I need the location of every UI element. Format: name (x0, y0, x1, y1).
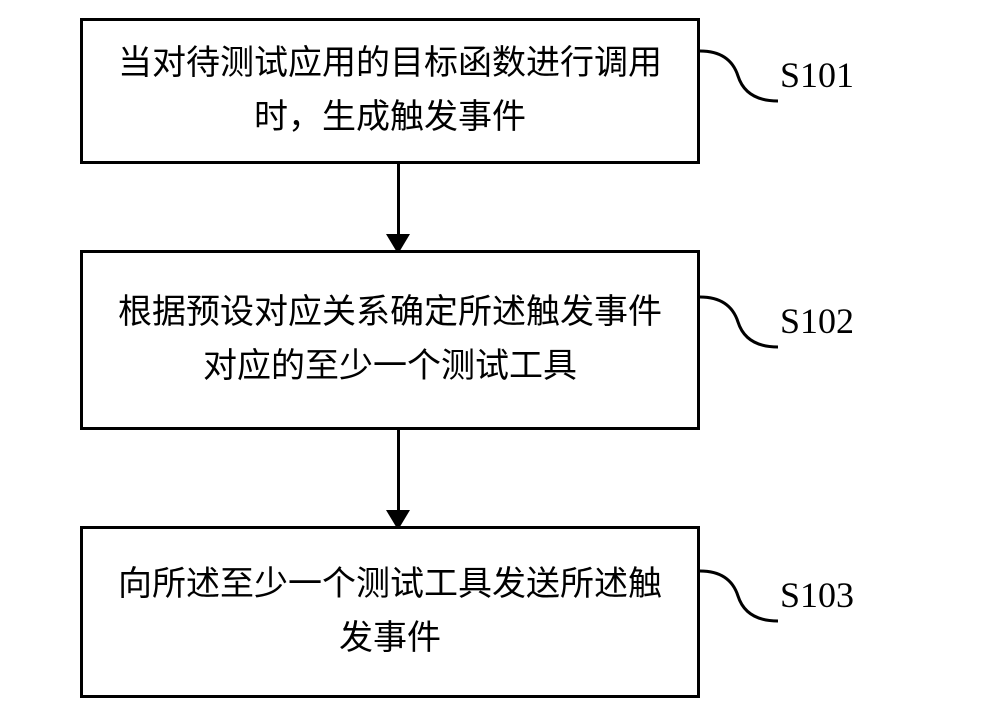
flowchart-container: 当对待测试应用的目标函数进行调用时，生成触发事件 S101 根据预设对应关系确定… (0, 0, 987, 715)
arrow-2 (386, 430, 410, 530)
step-1-text: 当对待测试应用的目标函数进行调用时，生成触发事件 (107, 37, 673, 146)
connector-1 (700, 41, 780, 111)
step-1-label: S101 (780, 54, 854, 96)
flowchart-step-2: 根据预设对应关系确定所述触发事件对应的至少一个测试工具 (80, 250, 700, 430)
step-2-text: 根据预设对应关系确定所述触发事件对应的至少一个测试工具 (107, 286, 673, 395)
flowchart-step-3: 向所述至少一个测试工具发送所述触发事件 (80, 526, 700, 698)
step-3-text: 向所述至少一个测试工具发送所述触发事件 (107, 558, 673, 667)
flowchart-step-1: 当对待测试应用的目标函数进行调用时，生成触发事件 (80, 18, 700, 164)
step-3-label: S103 (780, 574, 854, 616)
step-2-label: S102 (780, 300, 854, 342)
arrow-1 (386, 164, 410, 254)
connector-3 (700, 561, 780, 631)
connector-2 (700, 287, 780, 357)
